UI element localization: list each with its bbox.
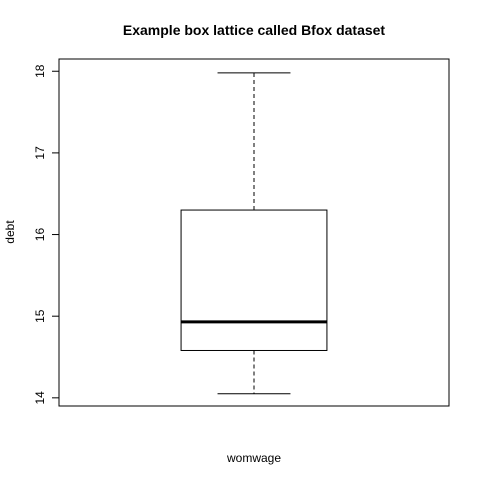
x-axis-label: womwage	[226, 451, 281, 465]
y-tick-label: 16	[33, 228, 47, 242]
box-item	[180, 72, 328, 395]
y-tick-label: 14	[33, 391, 47, 405]
y-axis: 14 15 16 17 18	[33, 64, 60, 405]
chart-title: Example box lattice called Bfox dataset	[123, 22, 386, 38]
interquartile-box	[180, 209, 328, 351]
box-series	[180, 72, 328, 395]
y-axis-label: debt	[3, 220, 17, 244]
y-tick-label: 18	[33, 64, 47, 78]
y-tick-label: 17	[33, 146, 47, 160]
y-tick-label: 15	[33, 309, 47, 323]
